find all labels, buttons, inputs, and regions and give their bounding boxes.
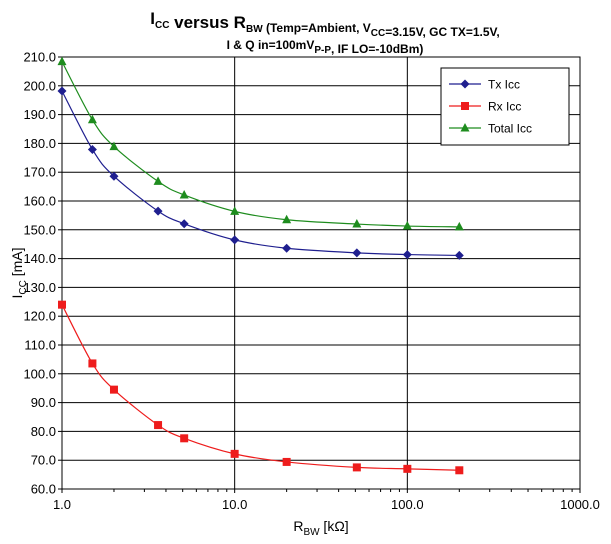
data-point-tx-icc (87, 144, 97, 154)
y-tick-label: 110.0 (24, 338, 56, 353)
x-axis-ticks: 1.0 10.0 100.0 1000.0 (53, 489, 600, 512)
legend: Tx Icc Rx Icc Total Icc (440, 67, 570, 146)
y-tick-label: 210.0 (23, 50, 56, 65)
x-tick-label: 10.0 (222, 497, 247, 512)
data-point-rx-icc (180, 434, 189, 443)
y-tick-label: 200.0 (23, 78, 56, 93)
data-point-rx-icc (230, 449, 239, 458)
data-point-tx-icc (109, 171, 119, 181)
y-tick-label: 150.0 (23, 222, 56, 237)
series-layer (57, 56, 464, 475)
data-point-total-icc (352, 219, 362, 228)
series-line-total-icc (61, 61, 460, 228)
series-rx-icc (58, 300, 464, 475)
data-point-tx-icc (454, 250, 464, 260)
y-tick-label: 70.0 (31, 453, 56, 468)
data-point-total-icc (179, 189, 189, 199)
y-tick-label: 160.0 (23, 194, 56, 209)
y-tick-label: 140.0 (23, 251, 56, 266)
data-point-total-icc (153, 176, 163, 185)
data-point-total-icc (282, 214, 292, 224)
legend-marker (461, 102, 469, 110)
y-tick-label: 100.0 (23, 366, 56, 381)
legend-item-tx-icc: Tx Icc (449, 78, 520, 92)
legend-item-rx-icc: Rx Icc (449, 100, 521, 114)
x-tick-label: 1000.0 (560, 497, 600, 512)
data-point-rx-icc (455, 466, 464, 475)
chart-title-line-1: ICC versus RBW (Temp=Ambient, VCC=3.15V,… (150, 9, 500, 39)
data-point-rx-icc (154, 421, 163, 430)
data-point-total-icc (57, 56, 67, 66)
data-point-total-icc (87, 114, 97, 124)
series-tx-icc (57, 86, 464, 260)
data-point-tx-icc (402, 250, 412, 260)
y-tick-label: 60.0 (31, 482, 56, 497)
data-point-tx-icc (57, 86, 67, 96)
y-tick-label: 90.0 (31, 395, 56, 410)
y-tick-label: 80.0 (31, 424, 56, 439)
data-point-tx-icc (352, 248, 362, 258)
series-total-icc (57, 56, 464, 231)
data-point-rx-icc (282, 457, 291, 466)
data-point-tx-icc (230, 235, 240, 245)
y-tick-label: 190.0 (23, 107, 56, 122)
data-point-total-icc (230, 206, 240, 215)
data-point-rx-icc (58, 300, 66, 309)
legend-marker (460, 123, 470, 132)
x-tick-label: 100.0 (391, 497, 424, 512)
legend-item-total-icc: Total Icc (449, 122, 532, 136)
data-point-rx-icc (352, 463, 361, 472)
legend-marker (460, 79, 470, 89)
legend-label: Tx Icc (488, 78, 520, 92)
series-line-rx-icc (61, 304, 460, 471)
plot-area (61, 56, 581, 490)
x-axis-title: RBW [kΩ] (293, 518, 348, 538)
series-line-tx-icc (61, 90, 460, 257)
data-point-tx-icc (179, 219, 189, 229)
chart-title-line-2: I & Q in=100mVP-P, IF LO=-10dBm) (227, 38, 424, 56)
x-tick-label: 1.0 (53, 497, 71, 512)
data-point-total-icc (402, 221, 412, 230)
y-axis-ticks: 60.0 70.0 80.0 90.0 100.0 110.0 120.0 130.0 140.… (23, 50, 62, 497)
data-point-tx-icc (153, 206, 163, 216)
legend-label: Total Icc (488, 122, 532, 136)
y-tick-label: 130.0 (23, 280, 56, 295)
y-tick-label: 180.0 (23, 136, 56, 151)
y-tick-label: 120.0 (23, 309, 56, 324)
data-point-tx-icc (282, 243, 292, 253)
legend-label: Rx Icc (488, 100, 521, 114)
y-axis-title: ICC [mA] (9, 247, 29, 298)
data-point-total-icc (454, 221, 464, 231)
y-tick-label: 170.0 (23, 165, 56, 180)
data-point-rx-icc (88, 359, 97, 368)
data-point-total-icc (109, 141, 119, 151)
data-point-rx-icc (109, 385, 118, 394)
data-point-rx-icc (403, 464, 412, 473)
